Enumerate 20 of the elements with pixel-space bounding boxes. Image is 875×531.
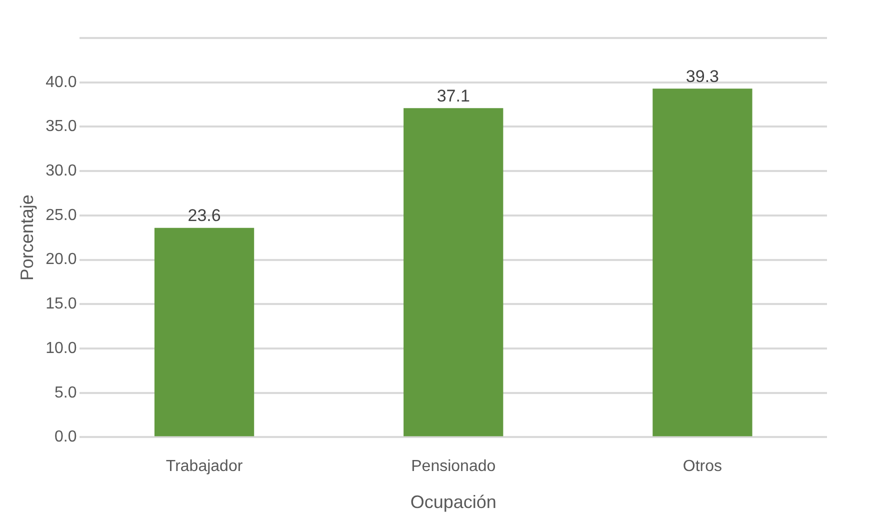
y-tick-label: 35.0 (46, 118, 77, 136)
y-tick-label: 0.0 (54, 428, 77, 446)
y-tick-label: 40.0 (46, 74, 77, 91)
data-label: 37.1 (436, 86, 470, 106)
data-label: 23.6 (188, 206, 221, 226)
x-tick-label: Trabajador (166, 458, 244, 476)
x-axis-title: Ocupación (410, 492, 496, 512)
x-tick-label: Otros (682, 458, 722, 476)
y-tick-label: 30.0 (46, 162, 77, 180)
y-tick-label: 20.0 (46, 251, 77, 268)
y-axis-title: Porcentaje (16, 194, 37, 281)
y-tick-label: 5.0 (54, 384, 77, 402)
y-tick-label: 25.0 (46, 206, 77, 224)
y-tick-label: 10.0 (46, 340, 77, 357)
y-tick-label: 15.0 (46, 296, 77, 313)
x-tick-label: Pensionado (411, 458, 496, 476)
data-label: 39.3 (686, 66, 720, 86)
bar (652, 88, 752, 436)
bar (404, 108, 504, 436)
bar (154, 228, 254, 436)
